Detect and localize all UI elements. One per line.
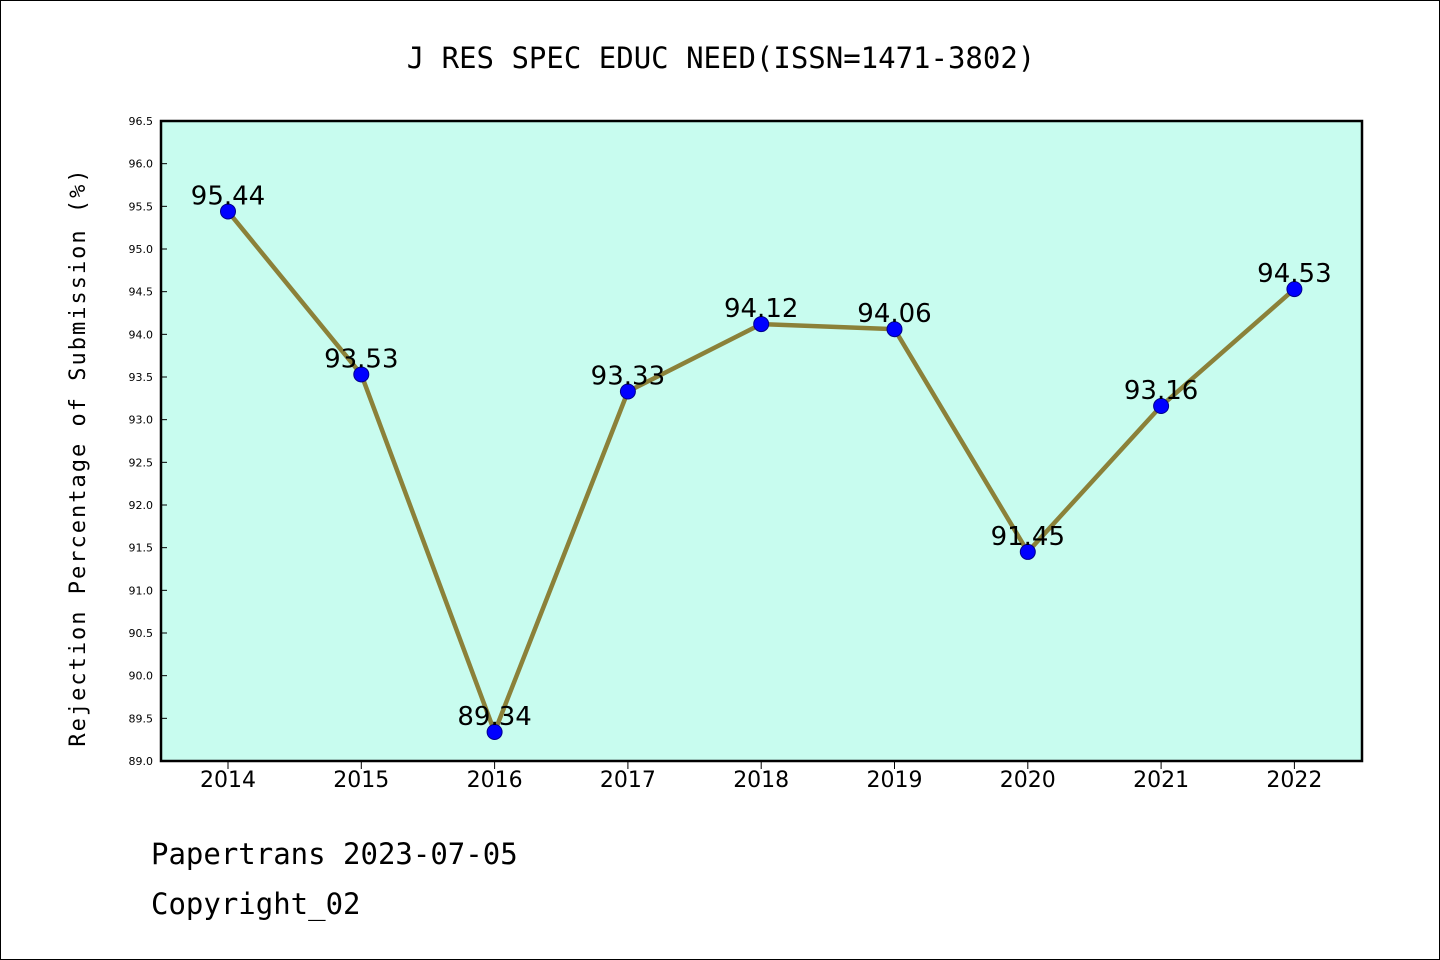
y-tick-label: 89.0 <box>129 755 154 768</box>
data-point <box>1153 398 1170 415</box>
data-label: 91.45 <box>991 522 1065 552</box>
y-tick-label: 89.5 <box>129 712 154 725</box>
data-point <box>486 723 503 740</box>
y-tick-label: 96.5 <box>129 115 154 128</box>
chart-title: J RES SPEC EDUC NEED(ISSN=1471-3802) <box>407 41 1036 75</box>
x-tick-label: 2014 <box>200 768 256 793</box>
y-tick-label: 93.5 <box>129 371 154 384</box>
y-tick-label: 91.0 <box>129 584 154 597</box>
x-tick-label: 2022 <box>1266 768 1322 793</box>
data-point <box>886 321 903 338</box>
y-tick-label: 96.0 <box>129 158 154 171</box>
x-axis-ticks: 2014 2015 2016 2017 2018 2019 2020 2021 2022 <box>200 761 1322 793</box>
data-label: 95.44 <box>191 181 265 211</box>
data-label: 93.16 <box>1124 376 1198 406</box>
data-label: 94.06 <box>857 299 931 329</box>
y-axis-ticks: 89.0 89.5 90.0 90.5 91.0 91.5 92.0 92.5 93.0 93.5… <box>129 115 167 768</box>
data-point <box>220 203 236 220</box>
data-series <box>220 203 1303 740</box>
footer-copyright: Copyright_02 <box>151 887 361 921</box>
data-point <box>619 383 636 400</box>
x-tick-label: 2015 <box>333 768 389 793</box>
y-axis-label: Rejection Percentage of Submission (%) <box>66 167 91 746</box>
y-tick-label: 90.0 <box>129 670 154 683</box>
y-tick-label: 92.0 <box>129 499 154 512</box>
data-label: 93.33 <box>591 362 665 392</box>
data-point <box>1286 281 1303 298</box>
data-labels: 95.44 93.53 89.34 93.33 94.12 94.06 91.45 93.16… <box>191 181 1332 732</box>
plot-frame <box>159 119 1364 763</box>
x-tick-label: 2021 <box>1133 768 1189 793</box>
footer-date: Papertrans 2023-07-05 <box>151 837 518 871</box>
x-tick-label: 2016 <box>467 768 523 793</box>
data-label: 89.34 <box>457 702 531 732</box>
y-tick-label: 92.5 <box>129 456 154 469</box>
data-label: 93.53 <box>324 344 398 374</box>
y-tick-label: 91.5 <box>129 542 154 555</box>
y-tick-label: 95.5 <box>129 200 154 213</box>
y-tick-label: 94.5 <box>129 286 154 299</box>
y-tick-label: 90.5 <box>129 627 154 640</box>
data-point <box>753 316 770 333</box>
x-tick-label: 2019 <box>867 768 923 793</box>
data-label: 94.53 <box>1257 259 1331 289</box>
data-point <box>353 366 370 383</box>
y-tick-label: 93.0 <box>129 414 154 427</box>
data-point <box>1019 543 1036 560</box>
plot-area <box>161 121 1362 761</box>
x-tick-label: 2020 <box>1000 768 1056 793</box>
x-tick-label: 2017 <box>600 768 656 793</box>
data-label: 94.12 <box>724 294 798 324</box>
y-tick-label: 94.0 <box>129 328 154 341</box>
y-tick-label: 95.0 <box>129 243 154 256</box>
x-tick-label: 2018 <box>733 768 789 793</box>
